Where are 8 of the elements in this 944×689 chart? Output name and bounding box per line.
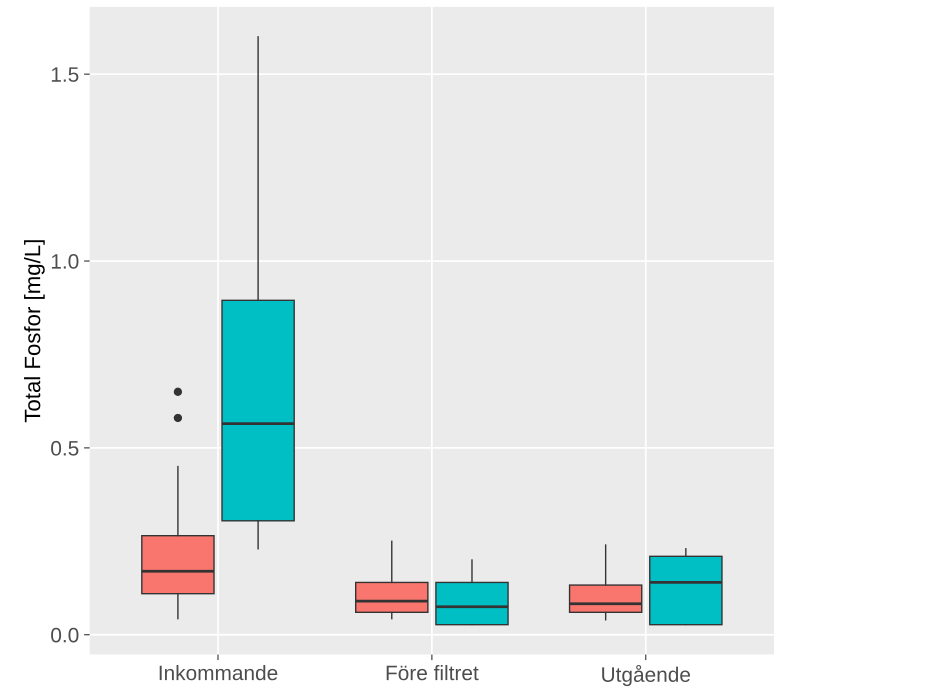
- y-tick-label: 1.5: [52, 67, 78, 82]
- x-tick-label: Före filtret: [386, 664, 479, 680]
- x-tick-label: Inkommande: [160, 664, 278, 680]
- y-axis-title: Total Fosfor [mg/L]: [24, 240, 45, 422]
- y-tick-label: 0.5: [51, 440, 78, 456]
- y-tick-label: 1.0: [52, 254, 78, 269]
- x-tick-label: Utgående: [602, 664, 690, 686]
- y-tick-label: 0.0: [51, 628, 78, 642]
